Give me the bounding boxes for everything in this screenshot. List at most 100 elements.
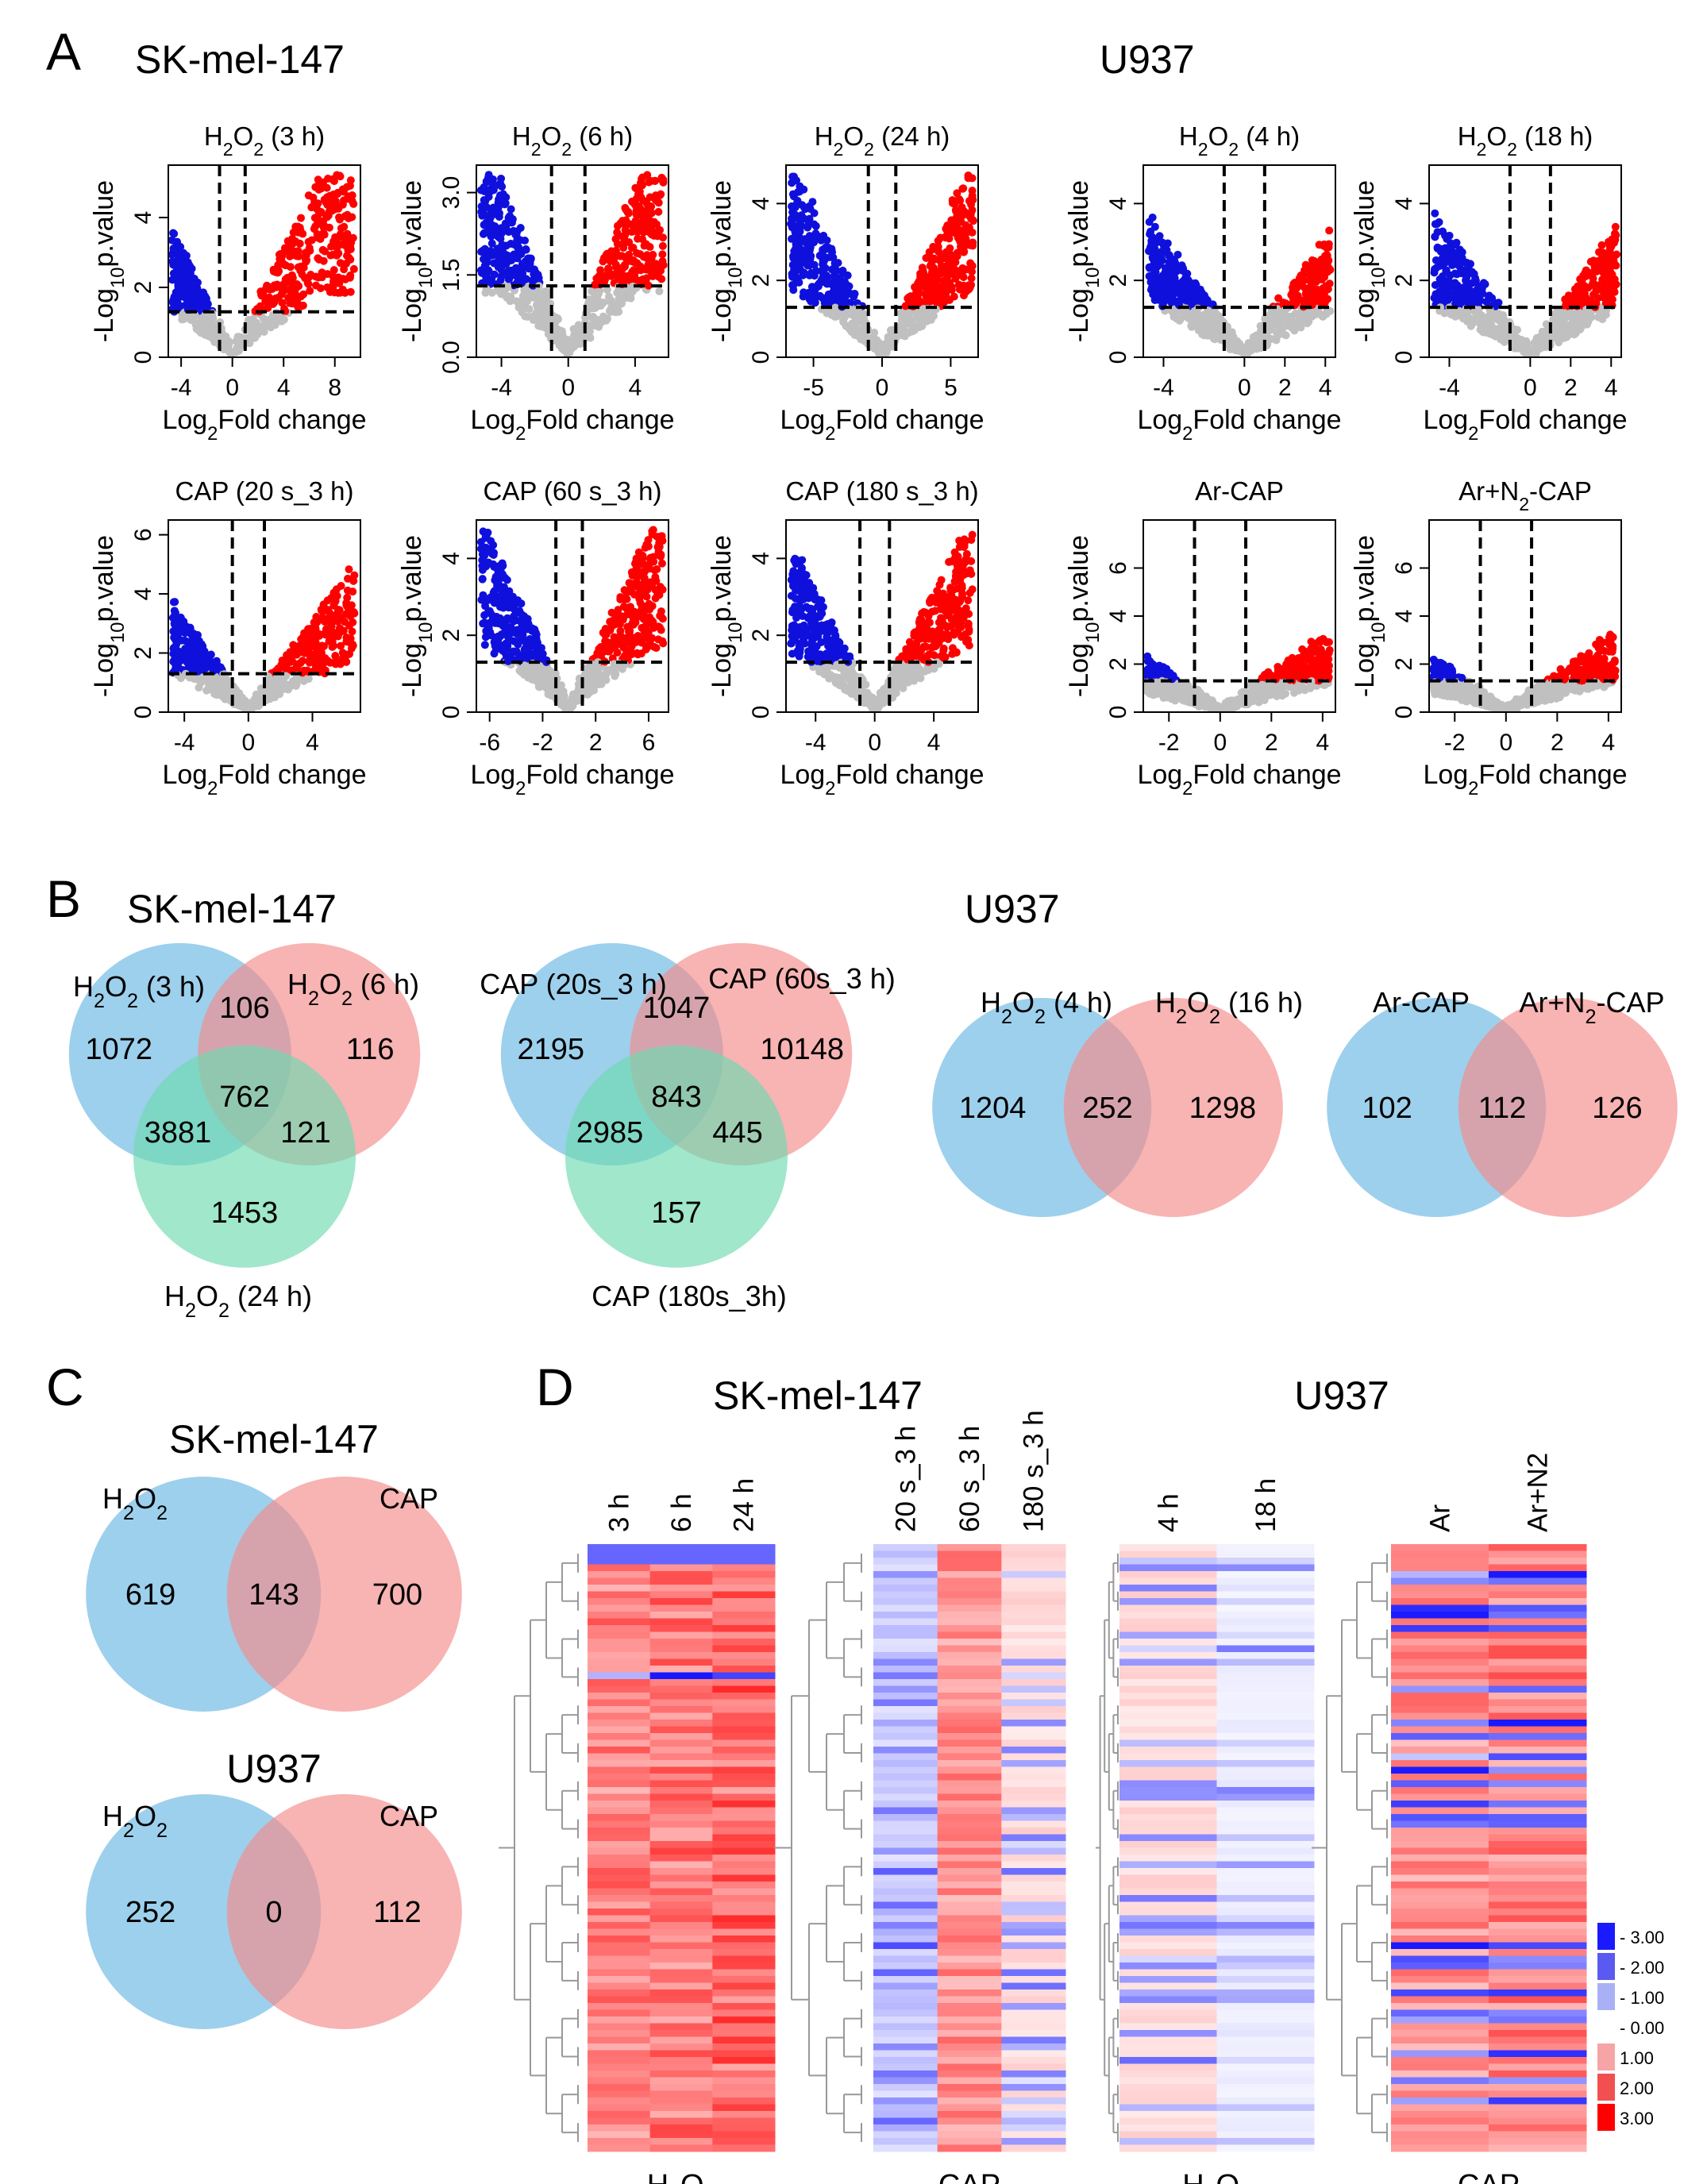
down-point	[503, 251, 511, 260]
down-point	[823, 236, 831, 245]
up-point	[341, 212, 349, 221]
up-point	[1316, 291, 1324, 299]
down-point	[1179, 264, 1188, 273]
up-point	[658, 241, 667, 250]
y-axis-label: -Log10p.value	[707, 180, 746, 342]
down-point	[478, 565, 487, 574]
ns-point	[831, 303, 840, 312]
up-point	[322, 630, 330, 639]
ns-point	[268, 685, 276, 694]
down-point	[1440, 284, 1449, 293]
down-point	[1152, 288, 1161, 297]
ns-point	[191, 674, 200, 683]
up-point	[291, 297, 300, 306]
down-point	[479, 229, 487, 238]
down-point	[1146, 227, 1155, 236]
up-point	[946, 279, 954, 287]
up-point	[959, 184, 968, 193]
down-point	[500, 573, 509, 582]
ns-point	[245, 325, 254, 334]
down-point	[1180, 290, 1189, 299]
ns-point	[1476, 325, 1485, 334]
up-point	[286, 299, 295, 307]
down-point	[820, 299, 829, 307]
up-point	[272, 294, 280, 302]
up-point	[299, 290, 308, 299]
down-point	[180, 252, 189, 260]
up-point	[627, 197, 636, 206]
up-point	[261, 297, 270, 306]
x-tick-label: 2	[1278, 375, 1292, 401]
up-point	[946, 264, 955, 273]
ns-point	[218, 680, 227, 688]
up-point	[657, 607, 665, 616]
ns-point	[233, 699, 242, 707]
down-point	[811, 229, 820, 238]
up-point	[639, 196, 648, 205]
down-point	[186, 269, 195, 278]
up-point	[334, 204, 343, 213]
down-point	[1164, 251, 1173, 260]
up-point	[1600, 275, 1609, 284]
down-point	[1431, 220, 1439, 229]
up-point	[321, 618, 329, 626]
up-point	[654, 207, 663, 216]
up-point	[645, 193, 654, 202]
down-point	[1170, 268, 1179, 276]
up-point	[965, 223, 973, 232]
down-point	[168, 236, 176, 245]
ns-point	[1534, 343, 1543, 352]
up-point	[613, 649, 622, 657]
down-point	[480, 196, 488, 205]
up-point	[1297, 281, 1305, 290]
up-point	[634, 190, 642, 198]
up-point	[1578, 275, 1586, 284]
up-point	[642, 251, 651, 260]
down-point	[807, 297, 815, 306]
down-point	[201, 292, 210, 301]
up-point	[648, 634, 657, 642]
up-point	[337, 224, 345, 233]
up-point	[643, 585, 652, 594]
down-point	[1468, 268, 1477, 276]
down-point	[1451, 269, 1459, 278]
up-point	[292, 283, 301, 292]
ns-point	[613, 288, 622, 297]
up-point	[637, 179, 645, 187]
y-tick-label: 2	[130, 281, 156, 295]
down-point	[1192, 280, 1200, 289]
ns-point	[219, 341, 228, 349]
down-point	[810, 238, 819, 247]
up-point	[946, 244, 954, 252]
up-point	[286, 252, 295, 260]
ns-point	[534, 288, 542, 297]
down-point	[810, 209, 819, 218]
ns-point	[1485, 310, 1494, 319]
up-point	[307, 236, 316, 245]
x-tick-label: 4	[306, 730, 319, 756]
up-point	[337, 641, 345, 650]
up-point	[313, 229, 322, 238]
up-point	[603, 647, 612, 656]
up-point	[619, 272, 628, 280]
up-point	[1289, 279, 1298, 288]
up-point	[636, 587, 645, 596]
ns-point	[541, 310, 550, 319]
up-point	[947, 285, 956, 294]
down-point	[1430, 294, 1439, 302]
up-point	[592, 274, 601, 283]
up-point	[593, 649, 602, 657]
up-point	[1603, 285, 1612, 294]
ns-point	[536, 305, 545, 314]
ns-point	[1493, 310, 1501, 319]
up-point	[627, 228, 636, 237]
ns-point	[1181, 312, 1189, 321]
ns-point	[1189, 317, 1198, 325]
down-point	[511, 264, 520, 272]
up-point	[1605, 292, 1614, 301]
ns-point	[563, 346, 572, 355]
up-point	[1279, 299, 1288, 307]
up-point	[299, 264, 308, 272]
